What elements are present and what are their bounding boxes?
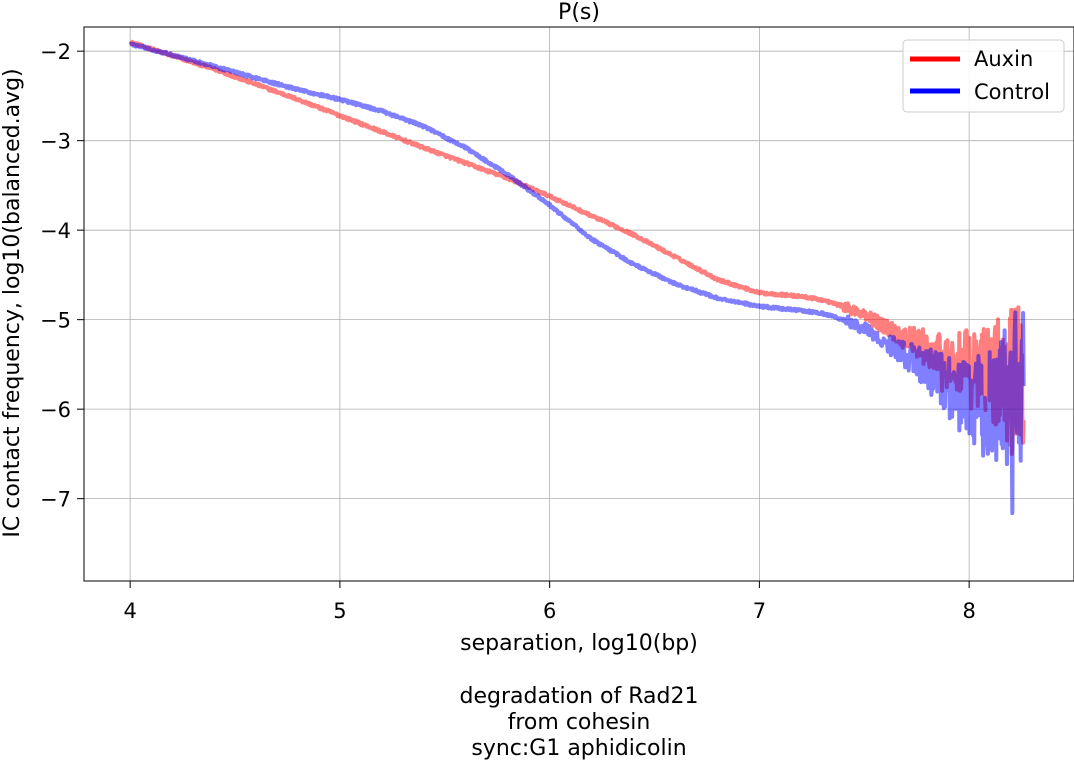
chart-caption: degradation of Rad21 from cohesin sync:G… [0,684,1074,762]
grid [84,27,1074,581]
series-line-control [128,41,1026,516]
caption-line: degradation of Rad21 [459,684,699,709]
y-tick-label: −3 [40,130,71,154]
caption-line: from cohesin [507,710,651,735]
axis-ticks: 4 5 6 7 8 −2 −3 −4 −5 −6 −7 [40,40,976,623]
y-tick-label: −4 [40,219,71,243]
legend-label-auxin: Auxin [974,47,1033,71]
x-axis-label: separation, log10(bp) [460,631,698,656]
y-tick-label: −6 [40,398,71,422]
x-tick-label: 7 [753,599,766,623]
legend: Auxin Control [902,39,1065,113]
y-tick-label: −5 [40,309,71,333]
y-tick-label: −7 [40,488,71,512]
caption-line: sync:G1 aphidicolin [471,736,687,761]
y-tick-label: −2 [40,40,71,64]
x-tick-label: 4 [123,599,136,623]
x-tick-label: 6 [543,599,556,623]
series-line-auxin [128,39,1026,457]
y-axis-label: IC contact frequency, log10(balanced.avg… [0,68,25,537]
chart-title: P(s) [558,0,600,25]
series-layer [128,39,1026,516]
legend-label-control: Control [974,80,1050,104]
x-tick-label: 5 [333,599,346,623]
x-tick-label: 8 [962,599,975,623]
plot-frame [83,26,1074,582]
